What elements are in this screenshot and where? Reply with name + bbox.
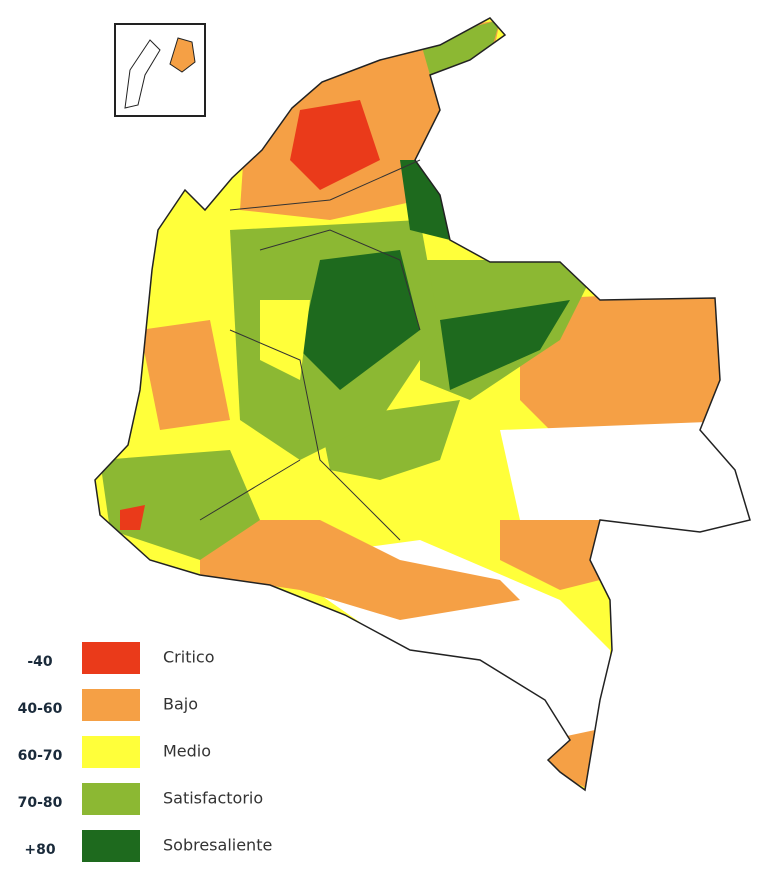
- region: [200, 520, 520, 620]
- legend: -40 Critico 40-60 Bajo 60-70 Medio 70-80 Satisf…: [18, 642, 272, 862]
- region: [500, 420, 750, 540]
- legend-label: Critico: [163, 648, 215, 667]
- inset: [114, 23, 206, 117]
- country-outline: [94, 17, 751, 792]
- region: [440, 300, 570, 390]
- legend-swatch: [82, 642, 140, 674]
- legend-swatch: [82, 689, 140, 721]
- region: [300, 250, 420, 390]
- inset-island: [124, 39, 161, 109]
- legend-label: Satisfactorio: [163, 789, 263, 808]
- border: [199, 159, 421, 541]
- legend-swatch: [82, 830, 140, 862]
- legend-swatch: [82, 783, 140, 815]
- region: [500, 520, 600, 590]
- map-regions: [95, 18, 750, 790]
- region: [140, 320, 230, 430]
- legend-range: 70-80: [18, 795, 63, 811]
- inset-frame: [114, 23, 206, 117]
- legend-range: 60-70: [18, 748, 63, 764]
- region: [520, 290, 720, 450]
- legend-range: +80: [24, 842, 55, 858]
- region: [260, 300, 310, 380]
- region: [120, 505, 145, 530]
- dept-borders: [199, 159, 421, 541]
- region: [100, 450, 260, 560]
- inset-island: [169, 37, 196, 73]
- legend-swatch: [82, 736, 140, 768]
- legend-label: Sobresaliente: [163, 836, 272, 855]
- legend-range: -40: [27, 654, 53, 670]
- legend-label: Medio: [163, 742, 211, 761]
- region: [290, 100, 380, 190]
- legend-range: 40-60: [18, 701, 63, 717]
- legend-label: Bajo: [163, 695, 198, 714]
